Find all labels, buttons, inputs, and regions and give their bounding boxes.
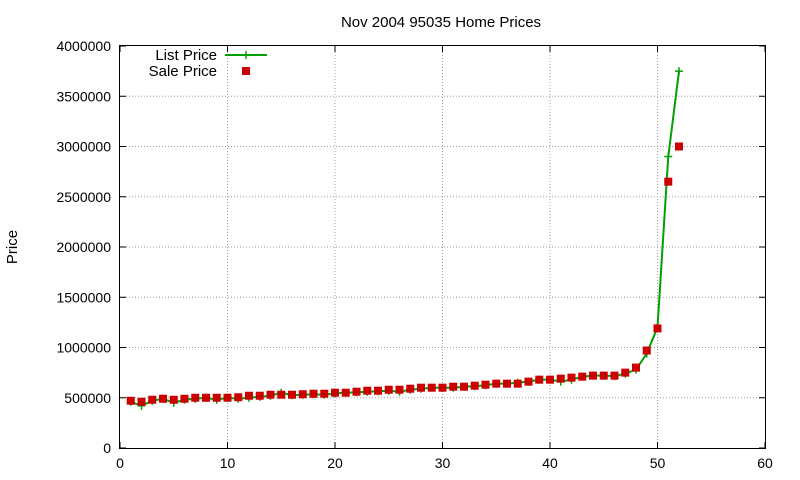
sale-price-point: [245, 391, 253, 400]
sale-price-point: [352, 387, 361, 396]
sale-price-point: [427, 383, 436, 392]
sale-price-point: [331, 388, 339, 397]
sale-price-point: [395, 385, 404, 394]
plot-frame: [119, 45, 766, 449]
sale-price-point: [556, 374, 565, 383]
sale-price-point: [159, 394, 167, 403]
y-tick-label: 500000: [64, 390, 111, 406]
sale-price-point: [470, 381, 479, 390]
sale-price-point: [137, 397, 146, 406]
sale-price-point: [535, 375, 544, 384]
sale-price-point: [513, 379, 522, 388]
sale-price-point: [524, 377, 533, 386]
tick-labels: 0 10 20 30 40 50 60 0 500000 1000000 1500000 200000…: [56, 38, 773, 471]
sale-price-point: [578, 372, 587, 381]
sale-price-point: [438, 383, 447, 392]
chart-title: Nov 2004 95035 Home Prices: [341, 14, 541, 31]
sale-price-point: [642, 346, 651, 355]
sale-price-point: [191, 393, 200, 402]
y-axis-label: Price: [4, 230, 21, 264]
sale-price-point: [589, 371, 597, 380]
sale-price-point: [341, 388, 350, 397]
sale-price-point: [675, 142, 683, 151]
sale-price-point: [298, 390, 307, 399]
x-tick-label: 50: [650, 455, 666, 471]
y-tick-label: 3000000: [56, 139, 111, 155]
y-tick-label: 4000000: [56, 38, 111, 54]
sale-price-point: [632, 363, 640, 372]
sale-price-point: [481, 380, 490, 389]
sale-price-point: [363, 386, 372, 395]
x-tick-label: 20: [327, 455, 343, 471]
sale-price-point: [384, 385, 393, 394]
list-price-point: [664, 152, 673, 161]
legend-label: Sale Price: [149, 63, 217, 80]
sale-price-point: [503, 379, 511, 388]
sale-price-point: [406, 384, 415, 393]
y-tick-label: 0: [103, 440, 111, 456]
sale-price-point: [234, 393, 243, 402]
sale-price-point: [126, 396, 135, 405]
sale-price-point: [277, 390, 286, 399]
sale-price-point: [309, 389, 318, 398]
plot-area: [126, 67, 683, 410]
y-tick-label: 1000000: [56, 340, 111, 356]
y-tick-label: 2000000: [56, 239, 111, 255]
sale-price-point: [223, 393, 232, 402]
x-tick-label: 60: [757, 455, 773, 471]
grid: [119, 45, 766, 449]
legend-plus-swatch: [242, 51, 250, 59]
x-tick-label: 0: [116, 455, 124, 471]
sale-price-point: [664, 177, 673, 186]
sale-price-point: [212, 393, 221, 402]
series-sale-price: [126, 142, 683, 406]
sale-price-point: [653, 324, 662, 333]
sale-price-point: [492, 379, 501, 388]
sale-price-point: [266, 390, 275, 399]
x-tick-label: 10: [220, 455, 236, 471]
sale-price-point: [180, 394, 189, 403]
sale-price-point: [202, 393, 210, 402]
x-tick-label: 30: [435, 455, 451, 471]
list-price-line: [130, 71, 680, 407]
sale-price-point: [460, 382, 468, 391]
legend-square-swatch: [242, 67, 250, 75]
sale-price-point: [169, 395, 178, 404]
sale-price-point: [599, 371, 608, 380]
list-price-point: [675, 67, 683, 76]
y-tick-label: 2500000: [56, 189, 111, 205]
sale-price-point: [621, 368, 630, 377]
sale-price-point: [449, 382, 458, 391]
sale-price-point: [610, 371, 619, 380]
sale-price-point: [320, 389, 329, 398]
sale-price-point: [255, 391, 264, 400]
sale-price-point: [417, 383, 425, 392]
legend-label: List Price: [155, 47, 217, 64]
sale-price-point: [148, 395, 157, 404]
y-tick-label: 1500000: [56, 289, 111, 305]
sale-price-point: [567, 373, 576, 382]
series-list-price: [126, 67, 683, 410]
sale-price-point: [546, 375, 554, 384]
y-tick-label: 3500000: [56, 88, 111, 104]
sale-price-point: [374, 386, 382, 395]
x-tick-label: 40: [542, 455, 558, 471]
sale-price-point: [288, 390, 296, 399]
